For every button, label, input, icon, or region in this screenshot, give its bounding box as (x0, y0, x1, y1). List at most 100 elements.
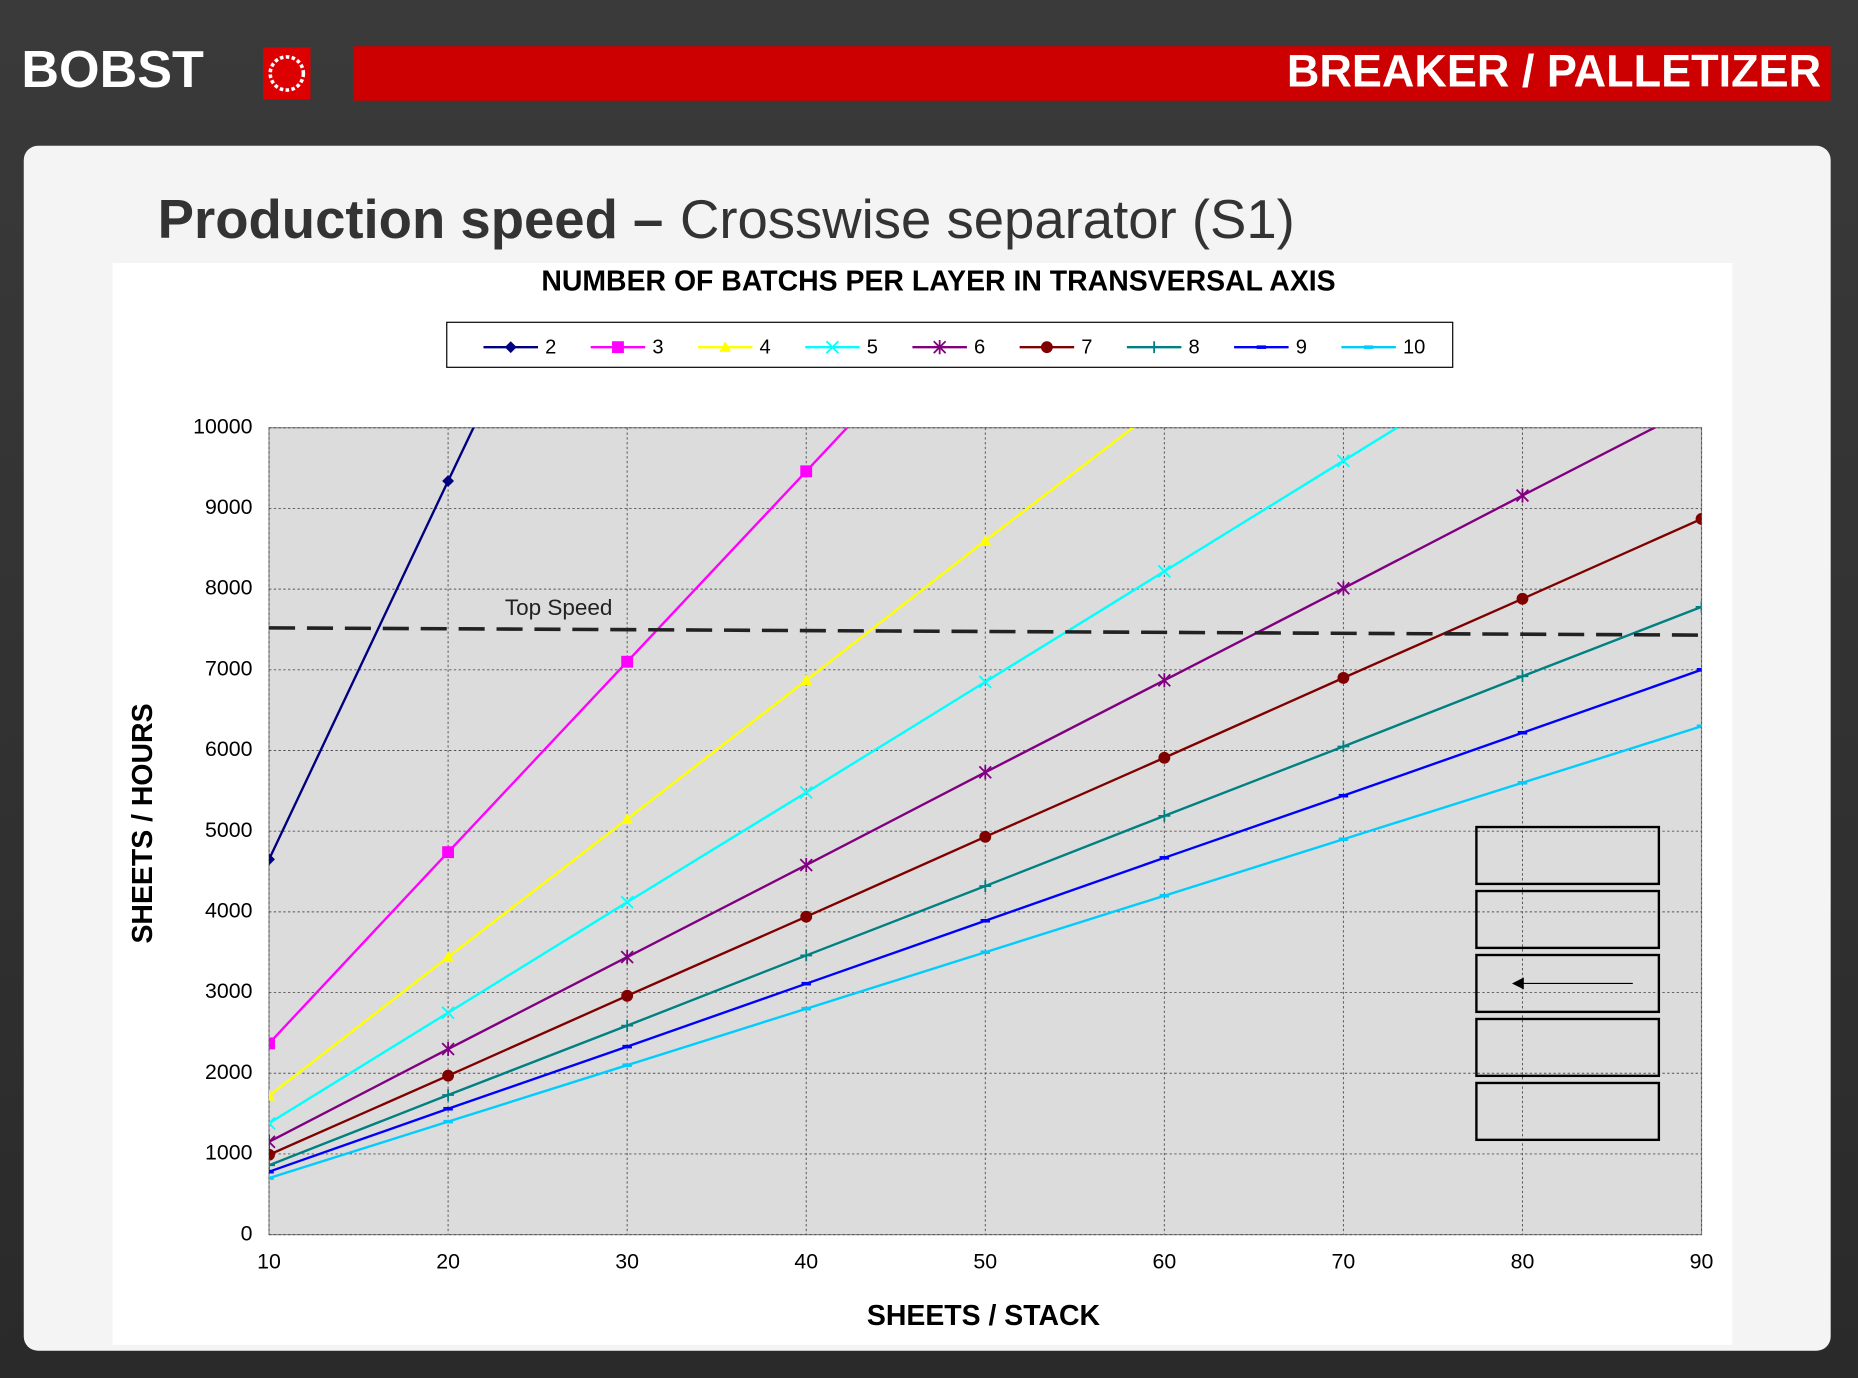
stack-box (1475, 889, 1661, 950)
marker (800, 465, 813, 478)
marker (612, 341, 624, 354)
legend-label: 10 (1403, 337, 1425, 359)
arrow-head (1511, 977, 1524, 990)
series-line (269, 427, 1135, 1097)
stack-box (1475, 1017, 1661, 1078)
y-tick-label: 4000 (205, 898, 253, 922)
slide-title: Production speed – Crosswise separator (S… (158, 189, 1295, 250)
marker (979, 830, 992, 843)
x-tick-label: 20 (436, 1250, 460, 1274)
marker (1336, 581, 1350, 596)
y-tick-label: 0 (241, 1221, 253, 1245)
legend-label: 4 (760, 337, 771, 359)
marker (979, 534, 992, 546)
legend-label: 7 (1081, 337, 1092, 359)
x-tick-label: 60 (1152, 1250, 1176, 1274)
y-tick-label: 2000 (205, 1060, 253, 1084)
legend-label: 6 (974, 337, 985, 359)
marker (978, 675, 992, 689)
marker (719, 341, 732, 352)
marker (800, 949, 813, 962)
slide-title-bold: Production speed – (158, 189, 664, 250)
marker (269, 853, 275, 866)
marker (1158, 809, 1171, 822)
plot: 0 1000 2000 3000 4000 5000 6000 7000 8000 9000 100… (193, 414, 1714, 1274)
marker (1337, 671, 1350, 684)
marker (269, 1134, 276, 1149)
marker (620, 949, 634, 965)
marker (1695, 600, 1702, 613)
series-group (269, 427, 1702, 1180)
series-line (269, 427, 1400, 1125)
marker (620, 895, 634, 909)
stack-box (1475, 1081, 1661, 1142)
marker (269, 1037, 275, 1050)
marker (442, 1089, 455, 1101)
y-tick-label: 1000 (205, 1141, 253, 1165)
reference-label: Top Speed (505, 595, 613, 620)
legend-label: 9 (1296, 337, 1307, 359)
chart-title: NUMBER OF BATCHS PER LAYER IN TRANSVERSA… (541, 266, 1335, 298)
marker (1336, 454, 1350, 468)
marker (799, 857, 813, 873)
marker (800, 674, 813, 686)
marker (1040, 341, 1053, 354)
stack-box (1475, 825, 1661, 886)
y-tick-label: 7000 (205, 656, 253, 680)
x-tick-label: 90 (1690, 1250, 1714, 1274)
marker (799, 785, 813, 800)
marker (269, 1148, 275, 1161)
x-tick-label: 70 (1332, 1250, 1356, 1274)
x-tick-label: 10 (257, 1250, 281, 1274)
x-tick-label: 30 (615, 1250, 639, 1274)
marker (825, 340, 839, 354)
stack-diagram (1475, 825, 1661, 1142)
section-title: BREAKER / PALLETIZER (1287, 46, 1821, 97)
legend-label: 2 (545, 337, 556, 359)
legend-label: 8 (1188, 337, 1199, 359)
marker (621, 989, 634, 1002)
marker (442, 951, 455, 962)
marker (1516, 670, 1529, 683)
marker (269, 1159, 275, 1172)
slide-title-regular: Crosswise separator (S1) (680, 189, 1295, 250)
y-tick-label: 8000 (205, 576, 253, 600)
brand: BOBST (21, 41, 204, 99)
marker (504, 341, 517, 354)
marker (441, 1041, 455, 1057)
y-tick-label: 3000 (205, 979, 253, 1003)
marker (1148, 341, 1161, 354)
marker (800, 910, 813, 923)
stack-box (1475, 953, 1661, 1014)
marker (1337, 740, 1350, 753)
y-tick-label: 6000 (205, 737, 253, 761)
marker (442, 475, 455, 487)
marker (978, 765, 992, 780)
marker (1158, 751, 1171, 764)
x-axis-label: SHEETS / STACK (867, 1300, 1101, 1332)
x-tick-label: 50 (973, 1250, 997, 1274)
marker (1695, 512, 1702, 525)
legend-label: 3 (652, 337, 663, 359)
marker (441, 1006, 455, 1020)
x-tick-label: 40 (794, 1250, 818, 1274)
marker (442, 1069, 455, 1082)
marker (621, 655, 634, 668)
reference-line (269, 626, 1702, 637)
marker (621, 813, 634, 824)
legend-label: 5 (867, 337, 878, 359)
marker (269, 1089, 275, 1101)
marker (442, 846, 455, 859)
logo-gear (268, 55, 306, 92)
marker (1516, 592, 1529, 605)
section-bar (353, 46, 1831, 101)
marker (933, 340, 947, 355)
y-tick-label: 9000 (205, 495, 253, 519)
marker (269, 1116, 276, 1130)
marker (621, 1019, 634, 1032)
y-axis-label: SHEETS / HOURS (127, 703, 159, 943)
marker (1157, 673, 1171, 688)
y-tick-label: 5000 (205, 818, 253, 842)
